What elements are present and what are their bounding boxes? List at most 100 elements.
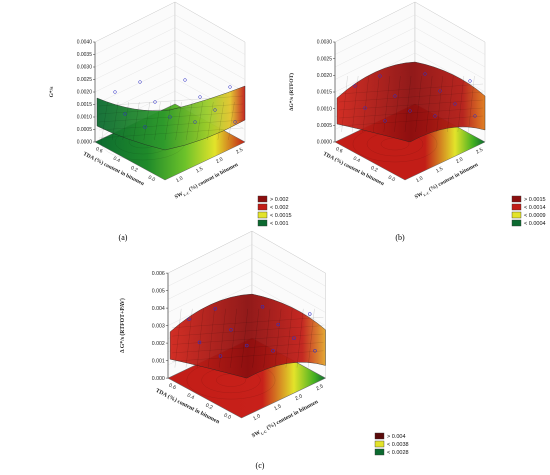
observed-point: [292, 336, 296, 340]
surface-mesh-line: [122, 101, 129, 141]
z-tick-label: 0.000: [152, 376, 165, 382]
z-tick-label: 0.003: [152, 323, 165, 329]
z-tick-label: 0.0015: [77, 102, 93, 108]
surface-mesh-line: [217, 101, 224, 141]
surface-mesh-line: [172, 333, 324, 345]
y-tick-label: 0.2: [130, 165, 139, 173]
surface-mesh-line: [394, 75, 401, 133]
z-tick-label: 0.0000: [77, 140, 93, 146]
observed-point: [473, 114, 477, 118]
panel-caption: (c): [256, 461, 265, 470]
y-tick-label: 0.0: [387, 175, 396, 183]
observed-point: [276, 322, 280, 327]
observed-point: [138, 80, 142, 84]
surface-mesh-line: [383, 75, 390, 133]
surface-mesh-line: [296, 308, 304, 368]
surface-mesh-line: [341, 75, 348, 133]
legend-swatch: [374, 440, 385, 448]
observed-point: [378, 74, 382, 78]
surface-mesh-line: [98, 103, 244, 115]
surface-mesh-line: [252, 308, 260, 368]
surface-mesh-line: [112, 101, 119, 141]
legend-swatch: [257, 219, 268, 227]
legend-swatch: [511, 195, 522, 203]
observed-point: [113, 90, 117, 94]
surface-mesh-line: [352, 75, 359, 133]
z-tick-label: 0.002: [152, 341, 165, 347]
observed-point: [123, 112, 127, 116]
legend-swatch: [511, 203, 522, 211]
wall-gridline: [94, 52, 176, 93]
observed-point: [233, 120, 237, 124]
x-tick-label: 2.0: [455, 156, 464, 165]
z-tick-label: 0.0025: [77, 77, 93, 83]
x-tick-label: 2.0: [215, 156, 224, 165]
legend-swatch: [257, 203, 268, 211]
z-tick-label: 0.0035: [77, 52, 93, 58]
wall-gridline: [94, 27, 176, 68]
wall-gridline: [251, 244, 326, 287]
wall-gridline: [167, 244, 253, 287]
surface-mesh-line: [274, 308, 282, 368]
legend-label: < 0.0014: [524, 205, 546, 211]
x-tick-label: 1.0: [175, 175, 184, 184]
z-tick-label: 0.0030: [317, 40, 333, 46]
wall-gridline: [414, 14, 486, 55]
z-tick-label: 0.0040: [77, 40, 93, 46]
surface-mesh-line: [263, 308, 271, 368]
x-tick-label: 1.5: [435, 166, 444, 175]
observed-point: [183, 78, 187, 82]
wall-gridline: [174, 52, 246, 93]
surface-mesh-line: [241, 308, 248, 368]
observed-point: [468, 79, 472, 83]
legend-swatch: [257, 211, 268, 219]
wall-gridline: [251, 257, 326, 300]
legend-label: < 0.001: [270, 221, 289, 227]
legend-label: < 0.002: [270, 205, 289, 211]
surface-mesh-line: [436, 75, 443, 133]
surface-mesh-line: [219, 308, 226, 368]
legend-swatch: [374, 448, 385, 456]
surface-mesh-line: [338, 115, 484, 127]
z-tick-label: 0.0020: [77, 90, 93, 96]
z-tick-label: 0.0000: [317, 140, 333, 146]
chart-panel: 0.000 0.001 0.002 0.003 0.004 0.005 0.006 1.0 1.…: [119, 230, 327, 439]
wall-gridline: [414, 40, 486, 80]
legend-swatch: [511, 219, 522, 227]
legend-label: < 0.0038: [387, 442, 409, 448]
surface-mesh-line: [230, 308, 237, 368]
legend-label: < 0.0004: [524, 221, 546, 227]
legend-label: > 0.002: [270, 197, 289, 203]
y-tick-label: 0.4: [186, 393, 195, 402]
legend-swatch: [511, 211, 522, 219]
observed-point: [408, 109, 412, 113]
wall-gridline: [414, 52, 486, 93]
legend-swatch: [257, 195, 268, 203]
surface-mesh-line: [143, 101, 150, 141]
y-tick-label: 0.4: [352, 156, 361, 164]
observed-point: [271, 349, 275, 353]
z-tick-label: 0.006: [152, 271, 165, 277]
wall-gridline: [174, 40, 246, 80]
surface-mesh-line: [133, 101, 140, 141]
chart-panel: 0.00000.00050.00100.00150.00200.00250.00…: [288, 1, 486, 200]
x-tick-label: 2.5: [475, 147, 484, 156]
surface-mesh-line: [185, 308, 193, 368]
wall-gridline: [167, 257, 253, 300]
observed-point: [393, 94, 397, 98]
observed-point: [383, 119, 387, 123]
surface-mesh-line: [186, 101, 193, 141]
z-tick-label: 0.0015: [317, 90, 333, 96]
surface-mesh-line: [307, 308, 315, 368]
observed-point: [153, 100, 157, 104]
surface-mesh-line: [175, 101, 182, 141]
chart-panel: 0.00000.00050.00100.00150.00200.00250.00…: [49, 1, 246, 200]
surface-mesh-line: [196, 101, 203, 141]
surface-mesh-line: [404, 75, 412, 133]
observed-point: [213, 108, 217, 112]
x-tick-label: 1.5: [273, 403, 282, 412]
surface-mesh-line: [174, 308, 182, 368]
observed-point: [197, 340, 202, 345]
wall-gridline: [174, 27, 246, 68]
surface-mesh-line: [426, 75, 433, 133]
